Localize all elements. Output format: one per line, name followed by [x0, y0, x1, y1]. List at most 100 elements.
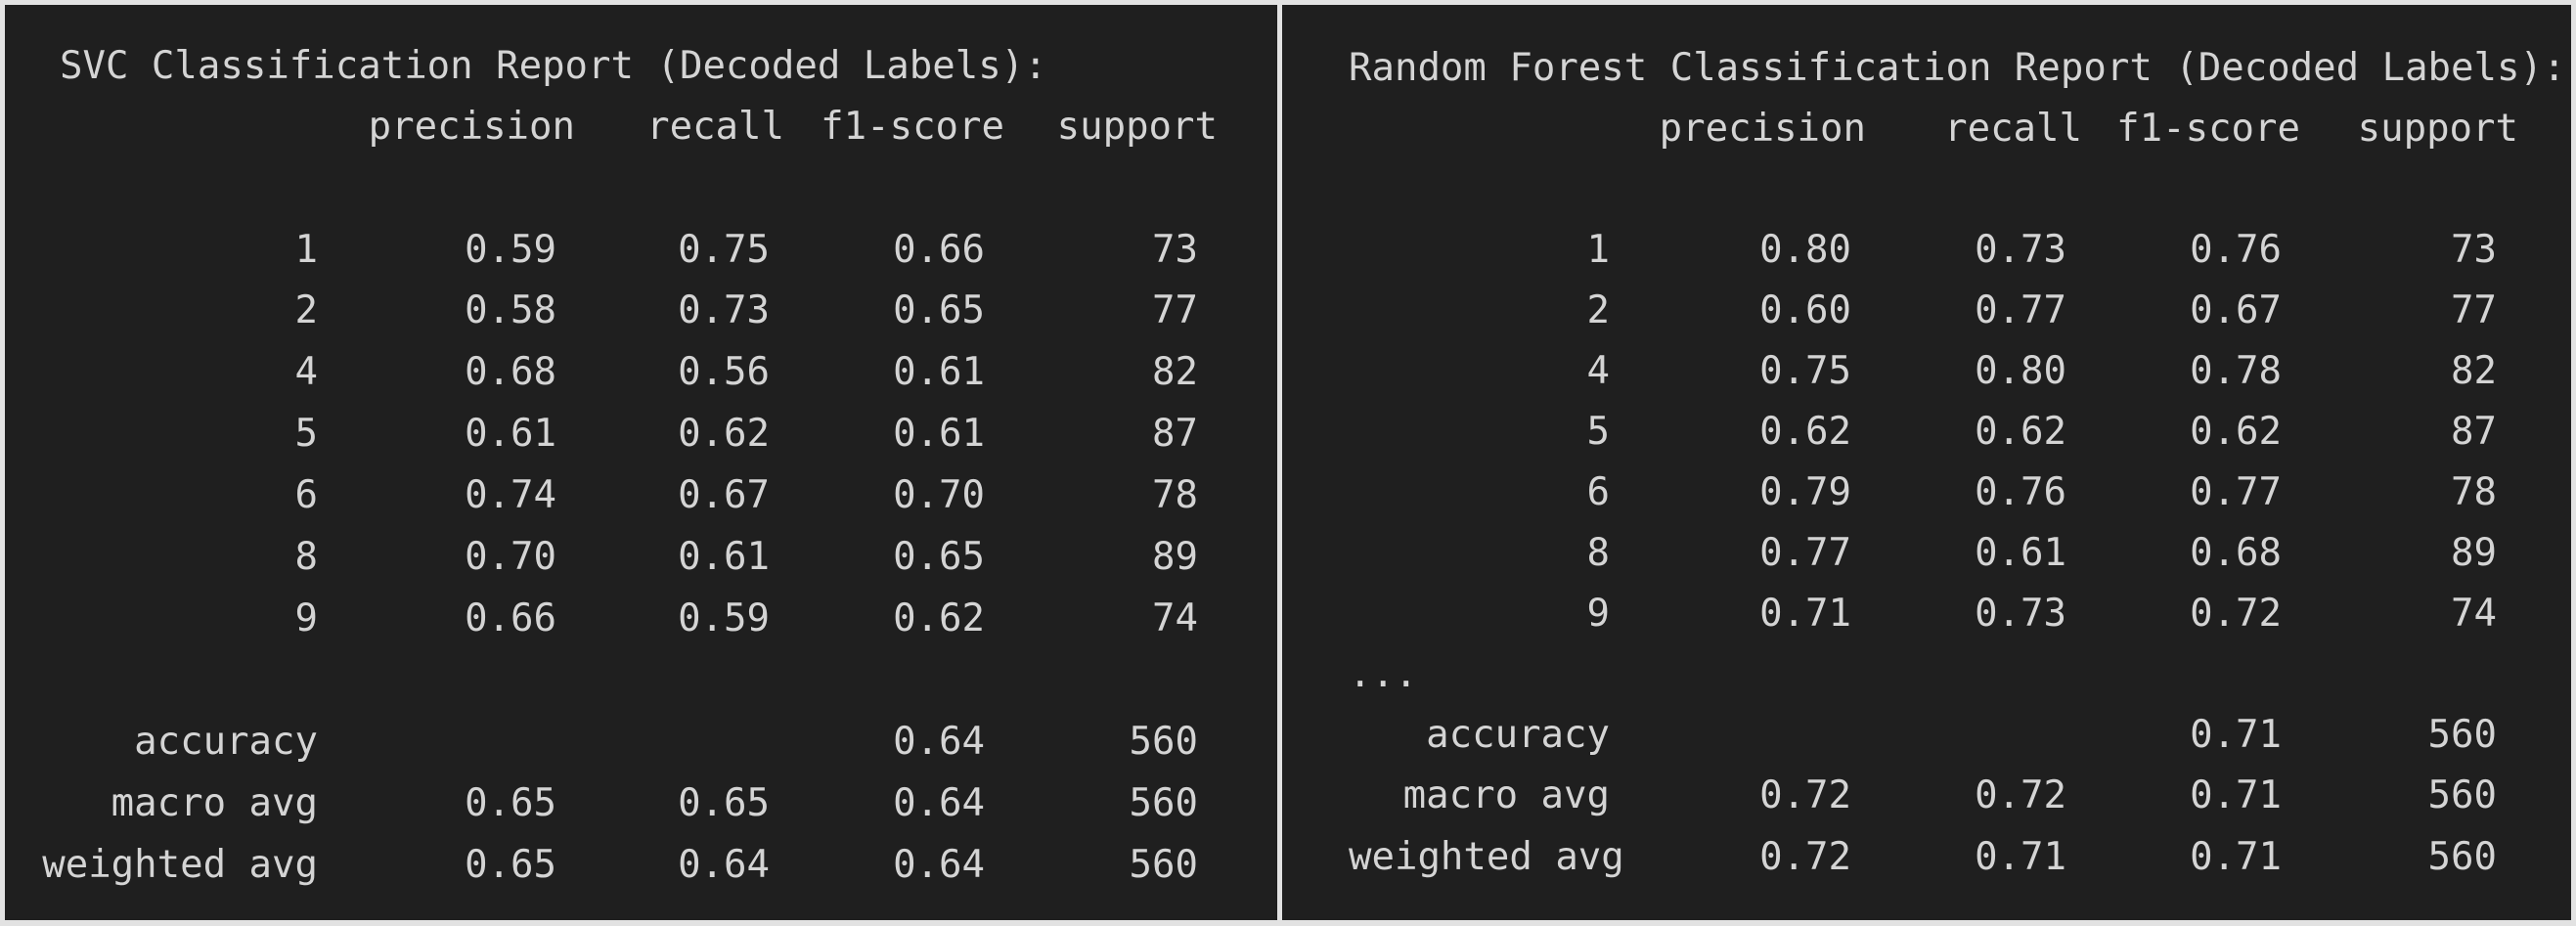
row-label: accuracy: [134, 720, 318, 764]
header-row: precision recall f1-score support: [5, 97, 1277, 157]
row-f1-score: 0.72: [2190, 592, 2282, 636]
row-recall: 0.77: [1975, 288, 2066, 332]
row-f1-score: 0.64: [893, 781, 985, 825]
row-f1-score: 0.62: [893, 596, 985, 640]
table-row: 9 0.66 0.59 0.62 74: [5, 589, 1277, 649]
row-support: 78: [2451, 470, 2497, 514]
row-support: 77: [2451, 288, 2497, 332]
row-recall: 0.76: [1975, 470, 2066, 514]
row-f1-score: 0.71: [2190, 713, 2282, 757]
row-precision: 0.60: [1759, 288, 1851, 332]
row-label: 1: [1586, 228, 1610, 272]
row-support: 560: [2427, 713, 2497, 757]
row-precision: 0.62: [1759, 410, 1851, 454]
row-label: 4: [294, 350, 318, 394]
table-row: 9 0.71 0.73 0.72 74: [1282, 584, 2571, 644]
row-label: macro avg: [111, 781, 318, 825]
row-label: weighted avg: [1349, 835, 1624, 879]
header-f1-score: f1-score: [2116, 107, 2300, 151]
row-label: 4: [1586, 349, 1610, 393]
row-f1-score: 0.64: [893, 843, 985, 887]
row-recall: 0.56: [678, 350, 770, 394]
table-row: 6 0.79 0.76 0.77 78: [1282, 463, 2571, 523]
row-support: 560: [2427, 773, 2497, 817]
table-row: 6 0.74 0.67 0.70 78: [5, 465, 1277, 526]
table-row: 1 0.80 0.73 0.76 73: [1282, 220, 2571, 281]
row-support: 560: [1129, 843, 1198, 887]
row-precision: 0.75: [1759, 349, 1851, 393]
row-f1-score: 0.65: [893, 535, 985, 579]
row-support: 82: [2451, 349, 2497, 393]
row-precision: 0.59: [465, 228, 556, 272]
svc-report-panel: SVC Classification Report (Decoded Label…: [5, 5, 1277, 920]
row-recall: 0.75: [678, 228, 770, 272]
row-precision: 0.72: [1759, 835, 1851, 879]
row-support: 73: [2451, 228, 2497, 272]
row-f1-score: 0.67: [2190, 288, 2282, 332]
row-support: 89: [1152, 535, 1198, 579]
row-support: 87: [1152, 412, 1198, 456]
row-precision: 0.72: [1759, 773, 1851, 817]
row-support: 87: [2451, 410, 2497, 454]
row-label: 8: [1586, 531, 1610, 575]
row-f1-score: 0.70: [893, 473, 985, 517]
row-precision: 0.74: [465, 473, 556, 517]
row-support: 74: [2451, 592, 2497, 636]
header-precision: precision: [368, 105, 575, 149]
report-title: Random Forest Classification Report (Dec…: [1349, 46, 2566, 90]
row-label: 2: [294, 288, 318, 332]
table-row: 4 0.75 0.80 0.78 82: [1282, 341, 2571, 402]
summary-row-weighted-avg: weighted avg 0.72 0.71 0.71 560: [1282, 827, 2571, 888]
row-support: 560: [1129, 720, 1198, 764]
report-title-line: SVC Classification Report (Decoded Label…: [5, 36, 1277, 97]
row-support: 77: [1152, 288, 1198, 332]
row-precision: 0.71: [1759, 592, 1851, 636]
row-f1-score: 0.76: [2190, 228, 2282, 272]
row-f1-score: 0.61: [893, 350, 985, 394]
row-recall: 0.80: [1975, 349, 2066, 393]
row-f1-score: 0.68: [2190, 531, 2282, 575]
row-recall: 0.62: [1975, 410, 2066, 454]
summary-row-accuracy: accuracy 0.71 560: [1282, 705, 2571, 766]
row-f1-score: 0.61: [893, 412, 985, 456]
row-support: 74: [1152, 596, 1198, 640]
header-f1-score: f1-score: [821, 105, 1004, 149]
table-row: 8 0.70 0.61 0.65 89: [5, 527, 1277, 588]
row-f1-score: 0.64: [893, 720, 985, 764]
row-label: 5: [294, 412, 318, 456]
row-precision: 0.61: [465, 412, 556, 456]
table-row: 1 0.59 0.75 0.66 73: [5, 220, 1277, 281]
summary-row-accuracy: accuracy 0.64 560: [5, 712, 1277, 772]
row-label: 6: [1586, 470, 1610, 514]
row-label: macro avg: [1402, 773, 1610, 817]
row-precision: 0.70: [465, 535, 556, 579]
table-row: 8 0.77 0.61 0.68 89: [1282, 523, 2571, 584]
header-precision: precision: [1659, 107, 1866, 151]
row-support: 89: [2451, 531, 2497, 575]
table-row: 2 0.58 0.73 0.65 77: [5, 281, 1277, 341]
row-recall: 0.61: [1975, 531, 2066, 575]
row-recall: 0.59: [678, 596, 770, 640]
row-support: 73: [1152, 228, 1198, 272]
row-label: 9: [1586, 592, 1610, 636]
row-f1-score: 0.66: [893, 228, 985, 272]
row-precision: 0.79: [1759, 470, 1851, 514]
summary-row-macro-avg: macro avg 0.65 0.65 0.64 560: [5, 773, 1277, 834]
row-recall: 0.73: [678, 288, 770, 332]
row-label: 5: [1586, 410, 1610, 454]
header-recall: recall: [646, 105, 784, 149]
row-precision: 0.65: [465, 781, 556, 825]
ellipsis-line: ...: [1282, 644, 2571, 705]
row-precision: 0.77: [1759, 531, 1851, 575]
row-label: 1: [294, 228, 318, 272]
row-precision: 0.68: [465, 350, 556, 394]
row-precision: 0.58: [465, 288, 556, 332]
table-row: 5 0.62 0.62 0.62 87: [1282, 402, 2571, 463]
row-label: 6: [294, 473, 318, 517]
table-row: 4 0.68 0.56 0.61 82: [5, 342, 1277, 403]
row-recall: 0.67: [678, 473, 770, 517]
header-row: precision recall f1-score support: [1282, 99, 2571, 159]
row-support: 78: [1152, 473, 1198, 517]
row-precision: 0.65: [465, 843, 556, 887]
report-title-line: Random Forest Classification Report (Dec…: [1282, 38, 2571, 99]
